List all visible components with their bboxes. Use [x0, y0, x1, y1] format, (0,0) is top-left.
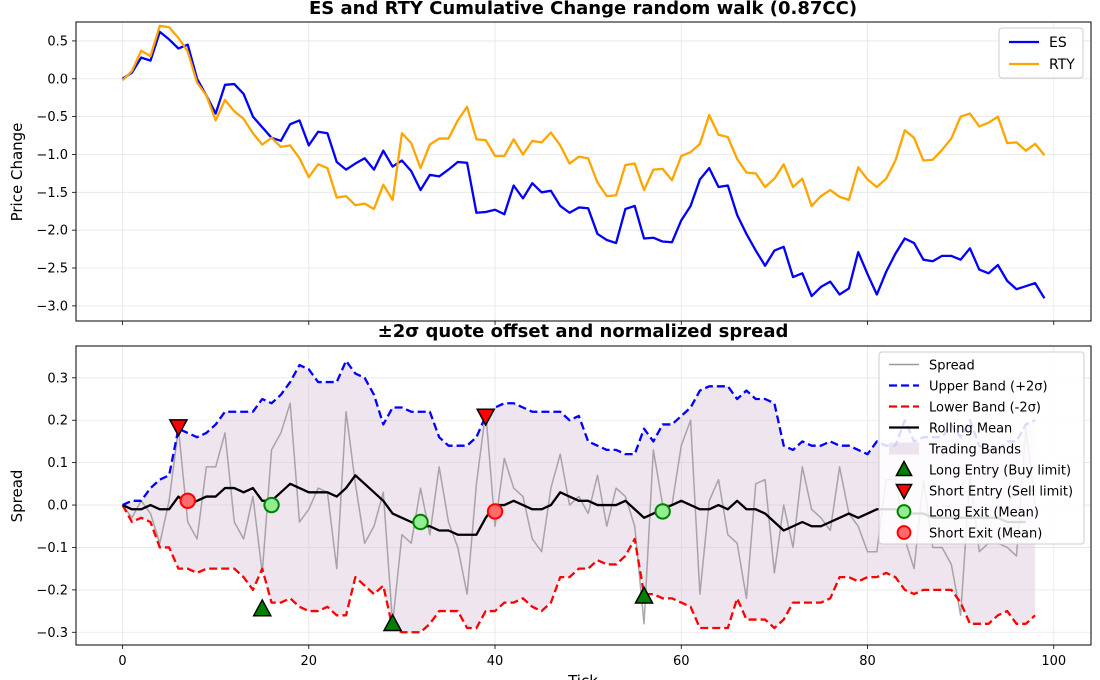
top-ticks: 0.5 0.0 −0.5 −1.0 −1.5 −2.0 −2.5 −3.0 — [36, 34, 1055, 325]
y-tick-label: −0.2 — [36, 583, 68, 598]
legend-label-long-exit-mean: Long Exit (Mean) — [929, 506, 1039, 521]
marker-long-exit-mean — [412, 513, 429, 531]
legend-box — [998, 27, 1084, 79]
series-line-lower-band-2 — [121, 504, 1036, 634]
top-chart-title: ES and RTY Cumulative Change random walk… — [309, 0, 857, 19]
legend-swatch-long-exit-mean — [896, 504, 912, 519]
y-tick-label: 0.3 — [47, 371, 68, 386]
y-tick-label: 0.2 — [47, 414, 68, 429]
bottom-axes-frame — [75, 345, 1092, 646]
marker-long-exit-mean — [263, 496, 280, 514]
series-line-es — [121, 30, 1046, 299]
y-tick-label: 0.1 — [47, 456, 68, 471]
marker-short-entry-sell-limit — [475, 408, 496, 427]
series-line-rty — [121, 24, 1046, 211]
x-tick-label: 0 — [118, 654, 126, 669]
bottom-ticks: 0 20 40 60 80 100 0.3 0.2 0.1 0.0 −0.1 −0.2 −0.3 — [36, 371, 1066, 669]
top-lines — [121, 24, 1046, 299]
legend-label-short-entry-sell-limit: Short Entry (Sell limit) — [929, 485, 1073, 500]
marker-long-entry-buy-limit — [634, 585, 654, 604]
y-tick-label: −0.1 — [36, 541, 68, 556]
y-tick-label: −0.5 — [36, 110, 68, 125]
x-tick-label: 60 — [673, 654, 690, 669]
legend-swatch-short-entry-sell-limit — [895, 483, 913, 501]
legend-label-trading-bands: Trading Bands — [928, 443, 1021, 458]
legend-label-spread: Spread — [929, 359, 975, 374]
y-tick-label: 0.0 — [47, 499, 68, 514]
y-tick-label: −2.0 — [36, 224, 68, 239]
legend-label-rolling-mean: Rolling Mean — [929, 422, 1012, 437]
bottom-chart-title: ±2σ quote offset and normalized spread — [378, 321, 789, 342]
marker-long-exit-mean — [654, 503, 671, 520]
y-tick-label: −2.5 — [36, 262, 68, 277]
marker-short-exit-mean — [179, 492, 196, 510]
y-tick-label: −1.5 — [36, 186, 68, 201]
legend-swatch-long-entry-buy-limit — [895, 459, 913, 477]
bottom-x-axis-label: Tick — [567, 672, 598, 680]
y-tick-label: 0.0 — [47, 72, 68, 87]
marker-short-entry-sell-limit — [168, 419, 189, 438]
x-tick-label: 100 — [1041, 654, 1066, 669]
bottom-legend: Spread Upper Band (+2σ) Lower Band (-2σ) Ro… — [878, 351, 1085, 545]
top-axes-frame — [75, 21, 1092, 322]
price-change-panel: 0.5 0.0 −0.5 −1.0 −1.5 −2.0 −2.5 −3.0 ES and RT… — [8, 0, 1092, 325]
x-tick-label: 20 — [301, 654, 318, 669]
legend-label-rty: RTY — [1049, 57, 1075, 73]
top-y-axis-label: Price Change — [8, 123, 26, 222]
marker-long-entry-buy-limit — [382, 613, 403, 632]
marker-short-exit-mean — [486, 503, 504, 520]
legend-label-lower-band-2: Lower Band (-2σ) — [929, 401, 1041, 416]
x-tick-label: 80 — [859, 654, 876, 669]
legend-swatch-short-exit-mean — [896, 525, 912, 540]
marker-long-entry-buy-limit — [252, 598, 273, 617]
y-tick-label: 0.5 — [47, 34, 68, 49]
y-tick-label: −0.3 — [36, 626, 68, 641]
bottom-markers — [168, 408, 671, 632]
bottom-y-axis-label: Spread — [8, 470, 26, 523]
x-tick-label: 40 — [487, 654, 504, 669]
legend-box — [878, 351, 1085, 545]
legend-label-es: ES — [1049, 35, 1067, 51]
y-tick-label: −3.0 — [36, 299, 68, 314]
legend-label-long-entry-buy-limit: Long Entry (Buy limit) — [929, 464, 1071, 479]
top-legend: ES RTY — [998, 27, 1084, 79]
legend-swatch-trading-bands — [889, 442, 919, 455]
y-tick-label: −1.0 — [36, 148, 68, 163]
legend-label-short-exit-mean: Short Exit (Mean) — [929, 527, 1042, 542]
spread-panel: 0 20 40 60 80 100 0.3 0.2 0.1 0.0 −0.1 −0.2 −0.3 ±2σ… — [8, 321, 1092, 680]
legend-label-upper-band-2: Upper Band (+2σ) — [929, 380, 1048, 395]
